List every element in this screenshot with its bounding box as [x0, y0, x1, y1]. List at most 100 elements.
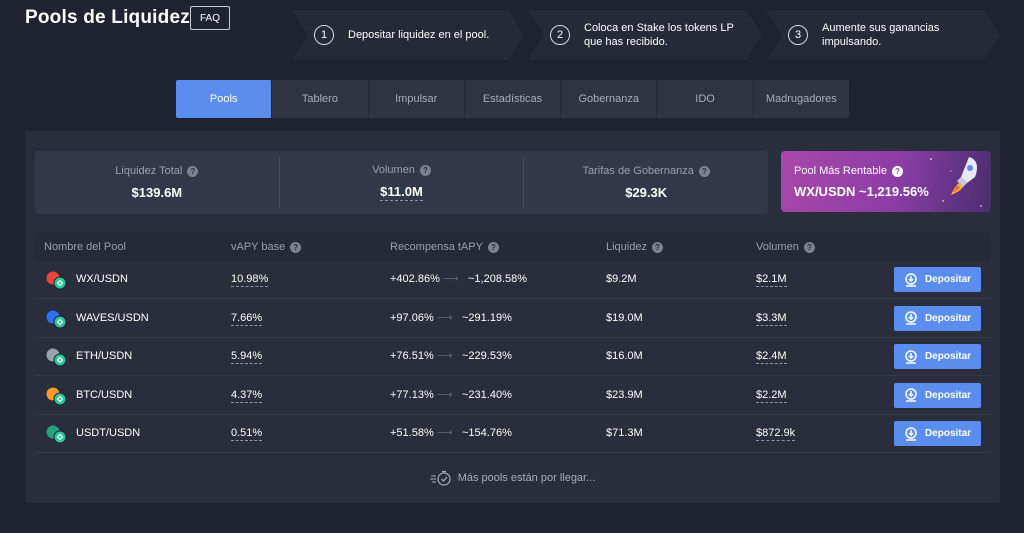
- table-row: ETH/USDN 5.94% +76.51% ⟶ ~229.53% $16.0M…: [35, 338, 990, 376]
- help-icon[interactable]: ?: [698, 165, 710, 177]
- pool-volume: $2.2M: [756, 388, 787, 403]
- help-icon[interactable]: ?: [891, 165, 903, 177]
- pool-name[interactable]: WX/USDN: [76, 273, 128, 285]
- deposit-button[interactable]: Depositar: [894, 305, 981, 331]
- pool-liquidity: $71.3M: [606, 427, 643, 439]
- usdt-usdn-icon: [46, 425, 67, 444]
- deposit-button[interactable]: Depositar: [894, 382, 981, 408]
- col-reward-label: Recompensa tAPY: [390, 241, 483, 253]
- col-reward: Recompensa tAPY?: [390, 241, 499, 253]
- step-number: 2: [550, 25, 570, 45]
- arrow-right-icon: ⟶: [443, 273, 459, 285]
- more-pools-note: Más pools están por llegar...: [25, 470, 1000, 486]
- pool-vapy: 0.51%: [231, 427, 263, 441]
- col-volume-label: Volumen: [756, 241, 799, 253]
- download-icon: [905, 349, 917, 364]
- pool-name[interactable]: USDT/USDN: [76, 427, 141, 439]
- col-vapy-label: vAPY base: [231, 241, 286, 253]
- table-row: WAVES/USDN 7.66% +97.06% ⟶ ~291.19% $19.…: [35, 300, 990, 338]
- download-icon: [905, 388, 917, 402]
- tab-impulsar[interactable]: Impulsar: [369, 80, 465, 118]
- eth-usdn-icon: [46, 348, 67, 367]
- best-pool-value: WX/USDN ~1,219.56%: [794, 184, 929, 199]
- stat-governance-fees: Tarifas de Gobernanza? $29.3K: [524, 157, 768, 208]
- timer-icon: [429, 470, 451, 486]
- step-text: Coloca en Stake los tokens LP que has re…: [584, 22, 734, 48]
- pool-vapy: 10.98%: [231, 273, 269, 287]
- best-pool-card[interactable]: Pool Más Rentable? WX/USDN ~1,219.56%: [781, 151, 991, 212]
- pool-reward-to: ~231.40%: [462, 388, 512, 401]
- pool-name[interactable]: BTC/USDN: [76, 388, 133, 401]
- pool-liquidity: $23.9M: [606, 388, 643, 401]
- arrow-right-icon: ⟶: [437, 350, 453, 362]
- tab-gobernanza[interactable]: Gobernanza: [561, 80, 658, 118]
- pool-reward-from: +97.06%: [390, 311, 434, 324]
- deposit-label: Depositar: [924, 312, 972, 324]
- pool-liquidity: $9.2M: [606, 273, 637, 285]
- rocket-icon: [930, 157, 982, 207]
- col-name-label: Nombre del Pool: [44, 241, 126, 253]
- wx-usdn-icon: [46, 271, 67, 290]
- download-icon: [905, 426, 917, 441]
- more-pools-text: Más pools están por llegar...: [457, 472, 596, 484]
- btc-usdn-icon: [46, 387, 67, 405]
- pool-reward-to: ~154.76%: [462, 427, 512, 439]
- tab-tablero[interactable]: Tablero: [272, 80, 369, 118]
- col-liquidity: Liquidez?: [606, 241, 663, 253]
- col-liquidity-label: Liquidez: [606, 241, 647, 253]
- col-volume: Volumen?: [756, 241, 815, 253]
- faq-button[interactable]: FAQ: [190, 6, 230, 30]
- pool-name[interactable]: WAVES/USDN: [76, 311, 149, 324]
- pool-vapy: 5.94%: [231, 350, 263, 364]
- waves-usdn-icon: [46, 310, 67, 328]
- deposit-button[interactable]: Depositar: [894, 344, 981, 369]
- pool-name[interactable]: ETH/USDN: [76, 350, 133, 362]
- tab-ido[interactable]: IDO: [657, 80, 754, 118]
- deposit-label: Depositar: [924, 428, 972, 439]
- table-header: Nombre del Pool vAPY base? Recompensa tA…: [35, 233, 990, 261]
- tab-madrugadores[interactable]: Madrugadores: [765, 93, 837, 105]
- col-name: Nombre del Pool: [44, 241, 126, 253]
- step-number: 1: [314, 25, 334, 45]
- stat-value: $139.6M: [131, 185, 183, 200]
- pool-liquidity: $16.0M: [606, 350, 643, 362]
- step-3: 3 Aumente sus ganancias impulsando.: [766, 10, 1000, 60]
- download-icon: [905, 311, 917, 325]
- pool-reward-to: ~291.19%: [462, 311, 512, 324]
- stat-total-liquidity: Liquidez Total? $139.6M: [35, 157, 280, 208]
- help-icon[interactable]: ?: [419, 164, 431, 176]
- pool-liquidity: $19.0M: [606, 311, 643, 324]
- arrow-right-icon: ⟶: [437, 427, 453, 439]
- main-tabs: Pools Tablero Impulsar Estadísticas Gobe…: [176, 80, 849, 118]
- help-icon[interactable]: ?: [487, 241, 499, 253]
- deposit-label: Depositar: [924, 389, 972, 401]
- stat-label: Tarifas de Gobernanza: [582, 165, 694, 177]
- deposit-button[interactable]: Depositar: [894, 267, 981, 292]
- pool-reward-to: ~1,208.58%: [468, 273, 528, 285]
- help-icon[interactable]: ?: [290, 241, 302, 253]
- stat-label: Liquidez Total: [115, 165, 183, 177]
- tab-pools[interactable]: Pools: [176, 80, 273, 118]
- stat-label: Volumen: [372, 164, 415, 176]
- col-vapy: vAPY base?: [231, 241, 302, 253]
- pool-reward-from: +77.13%: [390, 388, 434, 401]
- deposit-label: Depositar: [924, 274, 972, 285]
- pool-volume: $2.4M: [756, 350, 787, 364]
- table-row: USDT/USDN 0.51% +51.58% ⟶ ~154.76% $71.3…: [35, 415, 990, 453]
- deposit-label: Depositar: [924, 351, 972, 362]
- table-row: WX/USDN 10.98% +402.86% ⟶ ~1,208.58% $9.…: [35, 261, 990, 299]
- pool-vapy: 7.66%: [231, 311, 263, 326]
- pool-volume: $2.1M: [756, 273, 787, 287]
- tab-estadisticas[interactable]: Estadísticas: [465, 80, 562, 118]
- download-icon: [905, 272, 917, 287]
- help-icon[interactable]: ?: [651, 241, 663, 253]
- pool-reward-to: ~229.53%: [462, 350, 512, 362]
- stats-bar: Liquidez Total? $139.6M Volumen? $11.0M …: [35, 151, 768, 214]
- deposit-button[interactable]: Depositar: [894, 421, 981, 446]
- help-icon[interactable]: ?: [803, 241, 815, 253]
- step-text: Aumente sus ganancias impulsando.: [822, 22, 940, 48]
- best-pool-label: Pool Más Rentable: [794, 165, 887, 177]
- stat-value: $11.0M: [380, 184, 423, 201]
- pool-reward-from: +402.86%: [390, 273, 440, 285]
- help-icon[interactable]: ?: [187, 165, 199, 177]
